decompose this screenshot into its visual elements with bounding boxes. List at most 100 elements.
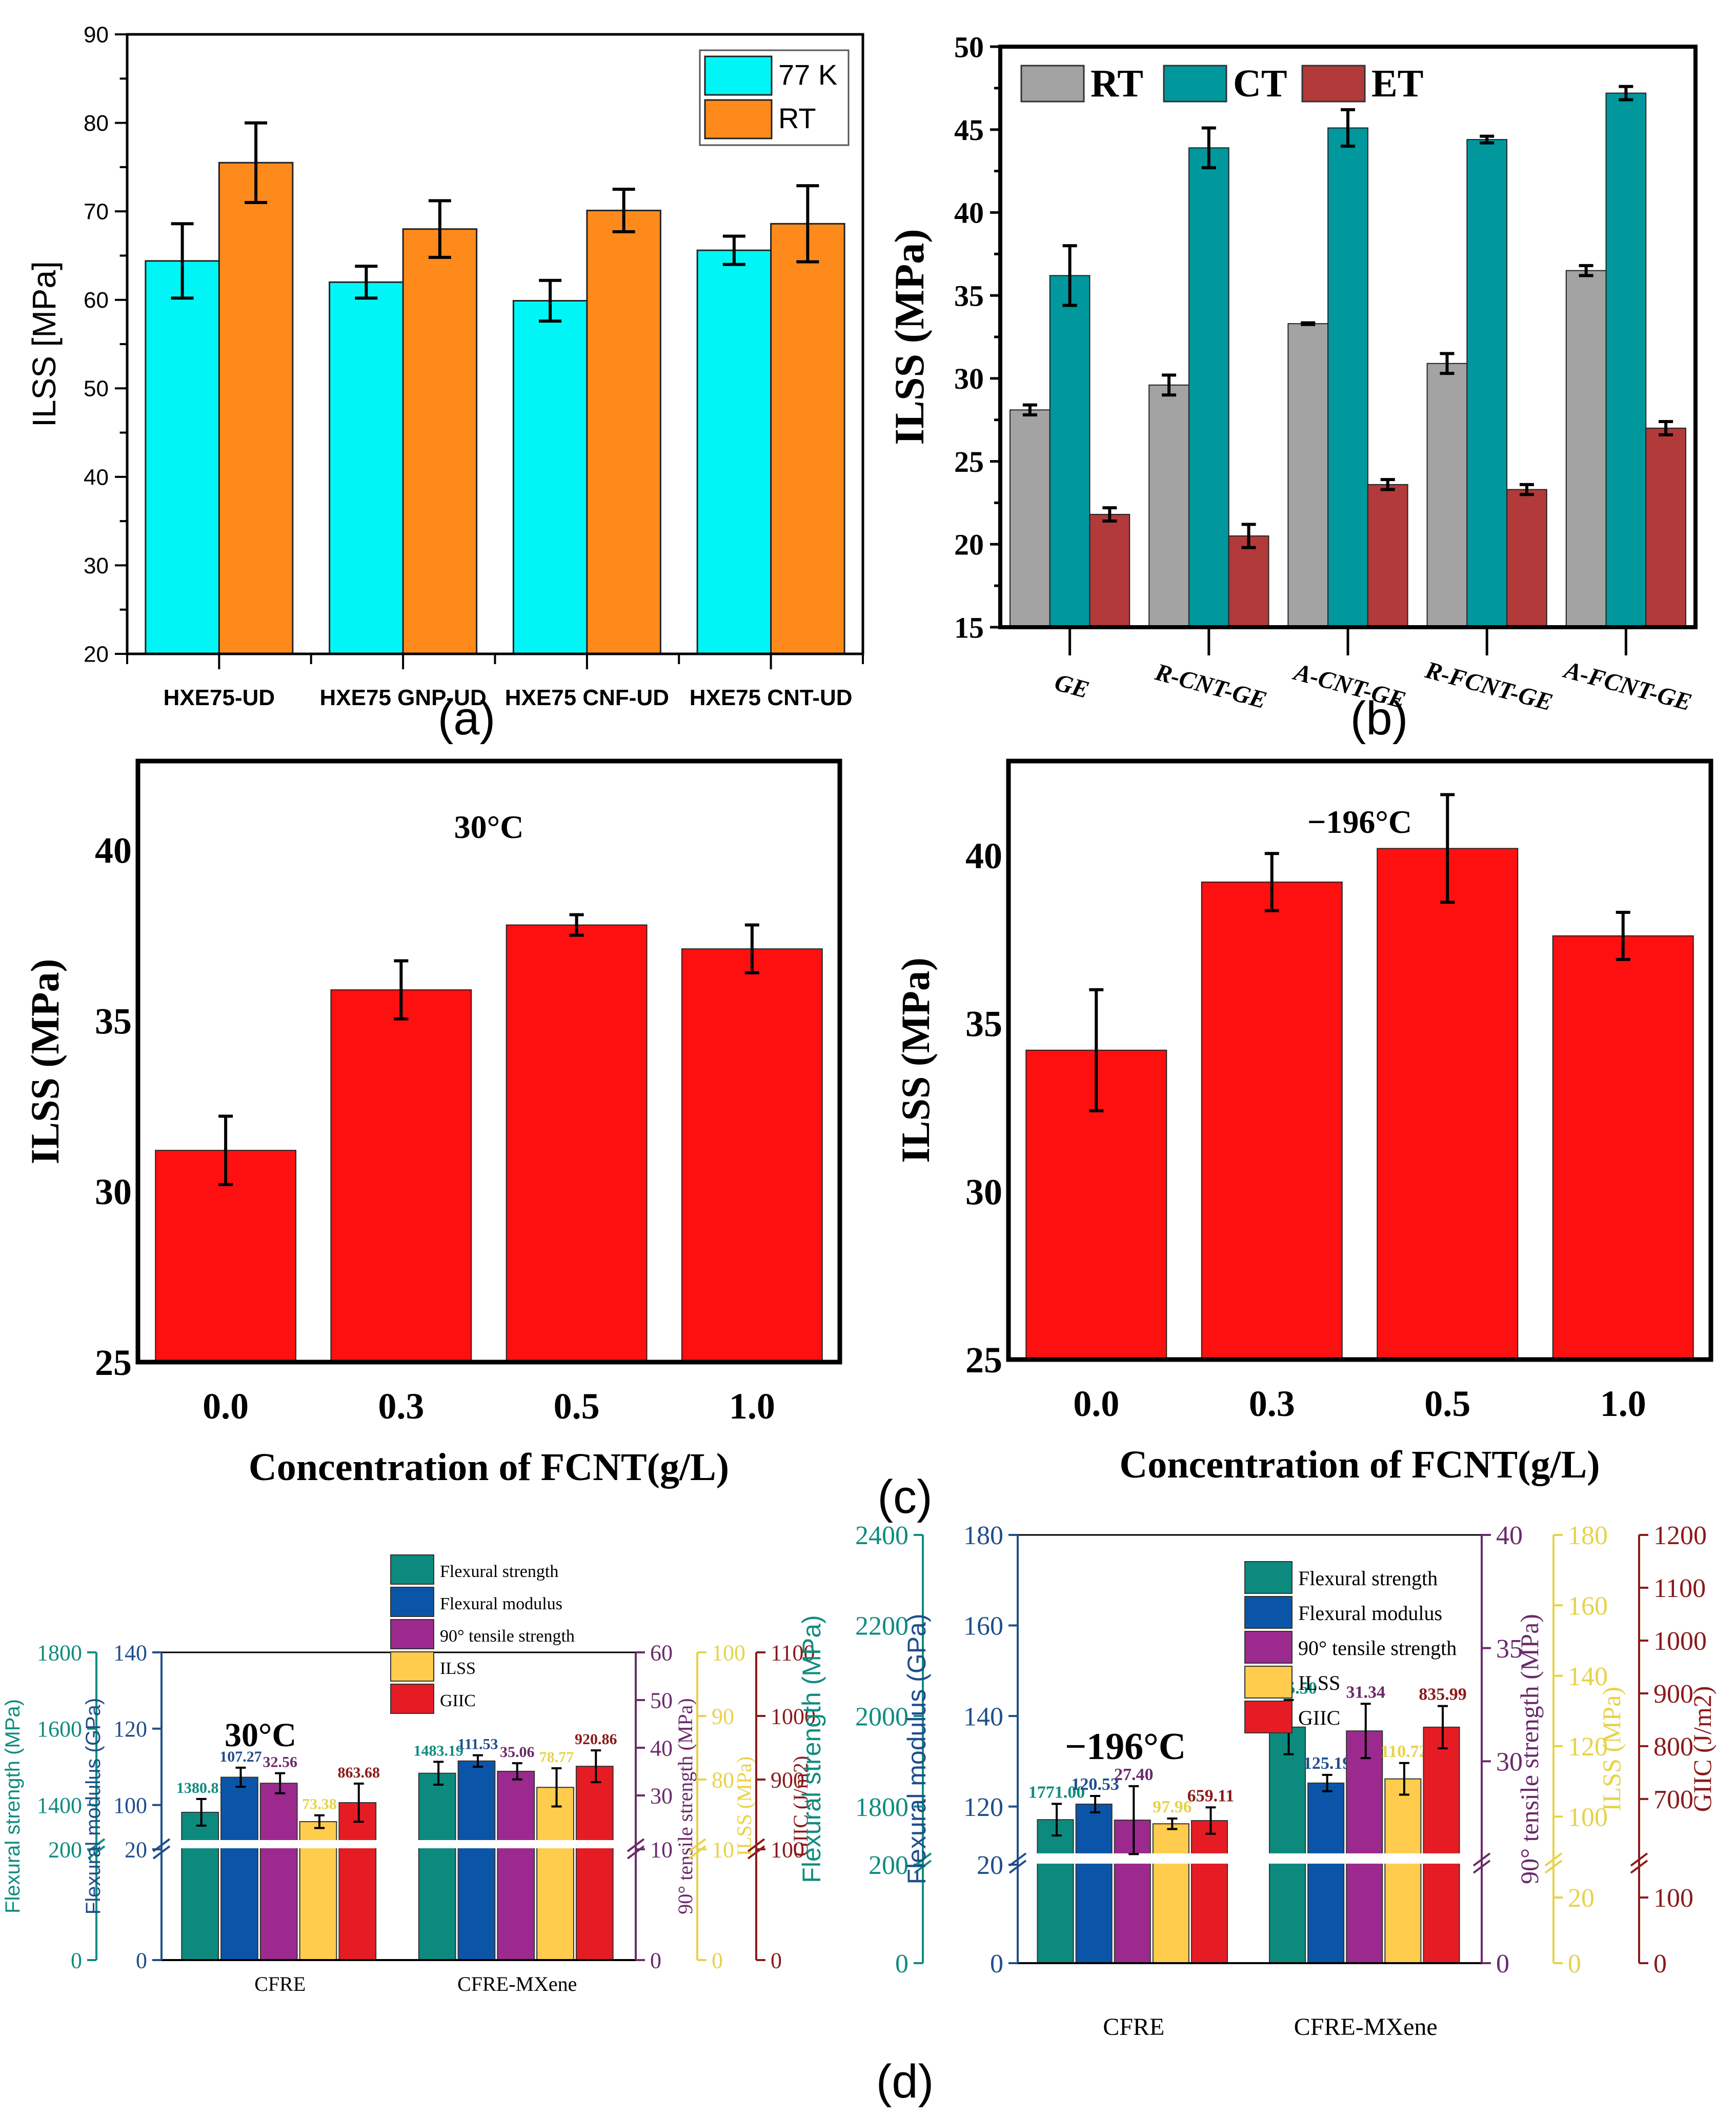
x-tick-label-a-0: HXE75-UD: [164, 685, 275, 710]
y-tick-label-d-196-4-6: 1100: [1653, 1574, 1706, 1603]
bar-d-196-2-0: [1114, 1820, 1151, 1964]
axis-break-mark-d-196-1-1: [1008, 1852, 1027, 1867]
bar-b-ET-2: [1367, 484, 1408, 628]
y-tick-label-d-30-0-1: 200: [48, 1837, 82, 1862]
y-tick-label-c-196-3: 40: [965, 835, 1002, 876]
y-tick-label-d-30-1-3: 120: [113, 1716, 147, 1742]
y-tick-label-d-196-3-0: 0: [1568, 1949, 1581, 1979]
y-axis-label-d-30-3: ILSS (MPa): [733, 1756, 756, 1856]
y-tick-label-b-2: 25: [954, 445, 984, 478]
bar-break-d-196-2-1: [1345, 1853, 1385, 1864]
y-axis-label-d-196-4: GIIC (J/m2): [1688, 1686, 1717, 1812]
bar-b-CT-3: [1466, 139, 1508, 628]
bar-d-30-0-1: [418, 1772, 456, 1961]
value-label-d-30-4-0: 863.68: [338, 1764, 380, 1781]
bar-d-30-2-0: [259, 1783, 298, 1961]
y-tick-label-d-196-1-1: 20: [977, 1851, 1003, 1880]
legend-label-d-30-2: 90° tensile strength: [440, 1627, 575, 1646]
bar-break-d-30-0-0: [180, 1840, 221, 1848]
axis-break-mark-d-30-1-2: [152, 1845, 171, 1860]
bar-break-d-196-2-0: [1113, 1853, 1153, 1864]
y-tick-label-d-196-3-2: 100: [1568, 1803, 1608, 1832]
y-tick-label-d-196-0-4: 2200: [855, 1612, 909, 1641]
legend-label-d-30-4: GIIC: [440, 1691, 476, 1710]
bar-break-d-196-4-0: [1190, 1853, 1230, 1864]
x-tick-label-c-196-1: 0.3: [1249, 1383, 1295, 1424]
y-tick-label-d-30-2-0: 0: [650, 1948, 661, 1973]
bar-c-30-ILSS-3: [681, 948, 823, 1363]
bar-break-d-196-0-0: [1036, 1853, 1076, 1864]
bar-break-d-196-0-1: [1268, 1853, 1308, 1864]
x-tick-label-a-1: HXE75 GNP-UD: [320, 685, 487, 710]
axis-break-mark-d-196-0-2: [914, 1860, 932, 1874]
legend-d-30: Flexural strength Flexural modulus 90° ten…: [390, 1554, 575, 1714]
legend-d-196: Flexural strength Flexural modulus 90° ten…: [1244, 1561, 1457, 1733]
y-tick-label-d-196-1-4: 160: [963, 1612, 1003, 1641]
legend-label-d-196-3: ILSS: [1298, 1671, 1340, 1694]
y-tick-label-c-30-2: 35: [95, 1001, 132, 1042]
charts-layer: 20 30 40 50 60 70 80 90 HXE75-UD HXE75 GNP-UD HXE7…: [2, 22, 1717, 2041]
x-tick-label-d-30-1: CFRE-MXene: [457, 1972, 577, 1995]
x-tick-label-d-30-0: CFRE: [254, 1972, 306, 1995]
bar-b-ET-1: [1228, 535, 1269, 628]
y-tick-label-a-1: 30: [84, 553, 109, 578]
y-tick-label-c-30-1: 30: [95, 1171, 132, 1212]
bar-break-d-196-1-0: [1075, 1853, 1115, 1864]
y-tick-label-d-30-2-5: 60: [650, 1640, 673, 1665]
bar-d-196-3-1: [1384, 1778, 1422, 1964]
panel-label-d: (d): [876, 2055, 934, 2108]
bar-d-30-1-0: [220, 1776, 258, 1961]
bar-break-d-30-4-0: [338, 1840, 379, 1848]
y-tick-label-b-4: 35: [954, 279, 984, 312]
legend-label-d-30-0: Flexural strength: [440, 1562, 558, 1581]
bar-d-196-2-1: [1346, 1730, 1383, 1964]
axis-break-mark-d-30-3-2: [688, 1845, 706, 1860]
legend-swatch-d-30-0: [390, 1554, 434, 1585]
axis-break-mark-d-30-2-2: [627, 1845, 645, 1860]
x-tick-label-d-196-1: CFRE-MXene: [1294, 2013, 1438, 2041]
legend-label-d-196-1: Flexural modulus: [1298, 1602, 1442, 1625]
y-tick-label-d-30-0-3: 1600: [37, 1716, 82, 1742]
x-tick-label-c-30-3: 1.0: [729, 1386, 775, 1427]
bar-b-RT-1: [1148, 384, 1189, 628]
chart-title-d-30: 30°C: [225, 1716, 296, 1754]
y-axis-label-d-196-3: ILSS (MPa): [1597, 1687, 1626, 1811]
chart-title-c-196: −196°C: [1307, 804, 1412, 840]
chart-d-30: 1380.81 1483.19 107.27 111.53 32.56 35.06 73.3…: [2, 1554, 816, 1995]
bar-break-d-30-3-1: [536, 1840, 576, 1848]
y-axis-label-d-196-0: Flexural strength (MPa): [797, 1615, 826, 1883]
legend-b: RT CT ET: [1020, 62, 1423, 105]
y-tick-label-c-196-1: 30: [965, 1171, 1002, 1212]
bar-b-CT-4: [1605, 92, 1647, 628]
bar-a-RT-0: [218, 162, 294, 655]
y-tick-label-d-30-4-1: 100: [771, 1837, 804, 1862]
y-axis-label-b: ILSS (MPa): [886, 229, 933, 445]
bar-d-30-4-1: [575, 1766, 614, 1961]
value-label-d-30-0-0: 1380.81: [176, 1780, 227, 1796]
y-tick-label-d-30-0-0: 0: [71, 1948, 82, 1973]
x-tick-label-a-2: HXE75 CNF-UD: [505, 685, 669, 710]
y-tick-label-d-30-1-2: 100: [113, 1793, 147, 1818]
y-tick-label-a-5: 70: [84, 199, 109, 225]
value-label-d-196-2-1: 31.34: [1346, 1683, 1386, 1702]
y-axis-label-d-30-2: 90° tensile strength (MPa): [674, 1698, 697, 1914]
legend-swatch-b-0: [1020, 65, 1085, 103]
bar-d-30-3-1: [536, 1787, 574, 1961]
axis-break-mark-d-196-3-2: [1544, 1860, 1563, 1874]
axis-break-mark-d-196-3-1: [1544, 1852, 1563, 1867]
bar-d-196-0-0: [1037, 1819, 1074, 1964]
bar-b-RT-0: [1009, 409, 1051, 628]
bar-d-196-1-0: [1075, 1803, 1113, 1964]
y-tick-label-d-196-0-5: 2400: [855, 1521, 909, 1550]
y-tick-label-d-196-4-0: 0: [1653, 1949, 1667, 1979]
x-tick-label-c-30-1: 0.3: [378, 1386, 424, 1427]
bar-break-d-30-2-1: [496, 1840, 537, 1848]
y-tick-label-a-7: 90: [84, 22, 109, 47]
y-tick-label-d-30-4-2: 900: [771, 1767, 804, 1792]
y-tick-label-a-2: 40: [84, 465, 109, 490]
x-tick-label-c-196-0: 0.0: [1073, 1383, 1119, 1424]
y-tick-label-d-196-1-3: 140: [963, 1702, 1003, 1731]
y-tick-label-d-196-1-2: 120: [963, 1793, 1003, 1822]
plot-frame-c-30: [135, 758, 842, 1365]
legend-label-d-196-0: Flexural strength: [1298, 1567, 1438, 1590]
